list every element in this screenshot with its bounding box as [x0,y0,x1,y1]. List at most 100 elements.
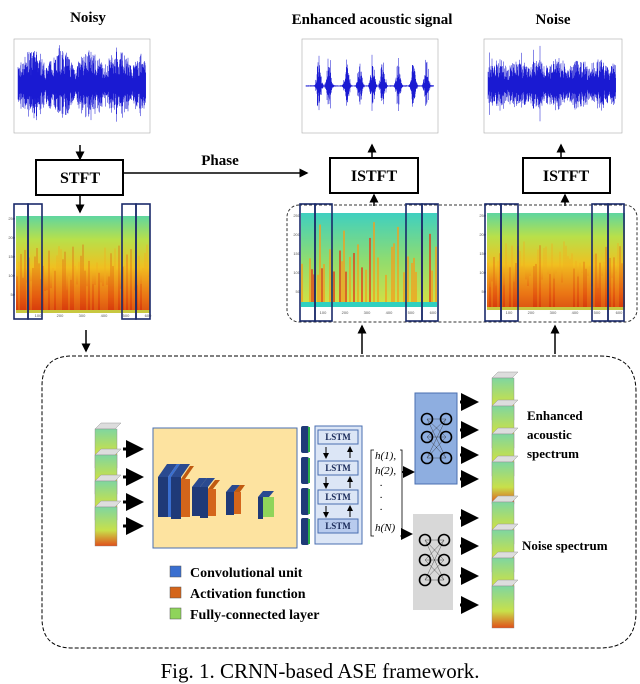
enhanced-spectrum-stack [491,371,519,505]
x-tick-label: 300 [550,310,557,315]
ellipsis: . [380,477,383,489]
h1-label: h(1), [375,450,396,462]
y-tick-label: 150 [293,251,300,256]
neuron-icon [439,430,453,444]
svg-text:LSTM: LSTM [325,463,351,473]
stft-label: STFT [60,170,100,187]
noisy-waveform-plot [13,38,151,134]
x-tick-label: 300 [79,313,86,318]
y-tick-label: 150 [8,254,15,259]
svg-text:LSTM: LSTM [325,492,351,502]
lstm-cell: LSTM [317,518,359,534]
neuron-icon [418,533,432,547]
neuron-icon [420,412,434,426]
noise-title: Noise [536,12,571,28]
neuron-icon [437,553,451,567]
neuron-icon [437,573,451,587]
figure-caption: Fig. 1. CRNN-based ASE framework. [160,659,479,683]
enhanced-spectrogram [301,213,437,307]
x-tick-label: 400 [101,313,108,318]
frame-highlights [13,203,625,322]
noisy-spectrogram [16,216,150,313]
istft-enhanced-block: ISTFT [329,157,419,194]
x-tick-label: 100 [506,310,513,315]
legend-item-fully-connected: Fully-connected layer [169,607,319,623]
hidden-states: h(1), h(2), . . . h(N) [370,449,415,540]
neuron-icon [420,430,434,444]
noise-spectrum-label: Noise spectrum [522,538,608,553]
y-tick-label: 200 [293,232,300,237]
y-tick-label: 100 [8,273,15,278]
x-tick-label: 400 [386,310,393,315]
noisy-title: Noisy [70,10,106,26]
x-tick-label: 600 [430,310,437,315]
ellipsis: . [380,501,383,513]
neuron-icon [418,553,432,567]
y-tick-label: 100 [293,270,300,275]
svg-text:LSTM: LSTM [325,432,351,442]
input-spectrum-stack [94,422,122,547]
legend: Convolutional unit Activation function F… [169,565,319,623]
noise-spectrum-stack [491,495,519,629]
phase-label: Phase [201,153,239,169]
enhanced-dense-head [414,392,458,485]
neuron-icon [439,412,453,426]
x-tick-label: 500 [594,310,601,315]
ellipsis: . [380,489,383,501]
enhanced-spectrum-label-2: acoustic [527,427,572,442]
istft-enhanced-label: ISTFT [351,168,398,185]
h2-label: h(2), [375,465,396,477]
x-tick-label: 200 [528,310,535,315]
legend-item-convolutional: Convolutional unit [169,565,303,581]
y-tick-label: 250 [479,213,486,218]
stft-block: STFT [35,159,124,196]
noise-waveform [487,45,616,122]
svg-text:LSTM: LSTM [325,521,351,531]
y-tick-label: 150 [479,251,486,256]
noise-waveform-plot [483,38,623,134]
enhanced-waveform-plot [301,38,439,134]
enhanced-waveform [305,54,434,111]
noise-spectrogram [487,213,625,310]
neuron-icon [420,451,434,465]
cnn-block [152,427,298,549]
svg-text:Fully-connected layer: Fully-connected layer [190,608,319,623]
x-tick-label: 100 [320,310,327,315]
neuron-icon [437,533,451,547]
lstm-cell: LSTM [317,489,359,505]
enhanced-signal-title: Enhanced acoustic signal [292,12,453,28]
istft-noise-block: ISTFT [522,157,611,194]
x-tick-label: 500 [408,310,415,315]
output-spectrogram-group [286,204,638,323]
x-tick-label: 100 [35,313,42,318]
x-tick-label: 200 [57,313,64,318]
x-tick-label: 500 [123,313,130,318]
y-tick-label: 200 [8,235,15,240]
x-tick-label: 300 [364,310,371,315]
input-arrows [123,440,144,535]
neuron-icon [418,573,432,587]
lstm-cell: LSTM [317,460,359,476]
crnn-model-box [41,355,637,649]
enhanced-spectrum-label-1: Enhanced [527,408,583,423]
lstm-cell: LSTM [317,429,359,445]
y-tick-label: 200 [479,232,486,237]
output-arrows [460,393,479,614]
x-tick-label: 200 [342,310,349,315]
x-tick-label: 600 [145,313,152,318]
istft-noise-label: ISTFT [543,168,590,185]
legend-item-activation: Activation function [169,586,306,602]
enhanced-spectrum-label-3: spectrum [527,446,579,461]
cnn-output-units [301,426,310,545]
hN-label: h(N) [375,522,396,534]
noise-dense-head [413,514,453,610]
neuron-icon [439,451,453,465]
x-tick-label: 600 [616,310,623,315]
svg-text:Convolutional unit: Convolutional unit [190,566,303,581]
y-tick-label: 250 [293,213,300,218]
noisy-waveform [17,45,146,122]
conv-layers [158,464,274,519]
y-tick-label: 50 [296,289,301,294]
y-tick-label: 50 [11,292,16,297]
